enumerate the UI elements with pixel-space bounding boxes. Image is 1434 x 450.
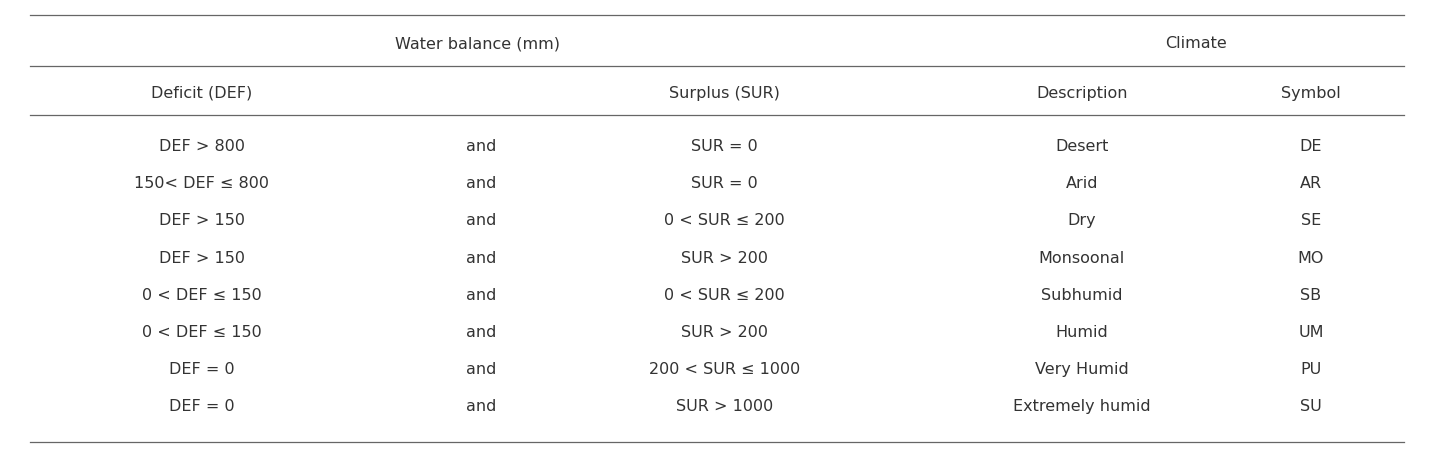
Text: 0 < SUR ≤ 200: 0 < SUR ≤ 200: [664, 213, 784, 229]
Text: Water balance (mm): Water balance (mm): [394, 36, 559, 51]
Text: and: and: [466, 325, 496, 340]
Text: and: and: [466, 213, 496, 229]
Text: SE: SE: [1301, 213, 1321, 229]
Text: DEF > 150: DEF > 150: [159, 251, 245, 266]
Text: and: and: [466, 288, 496, 303]
Text: Monsoonal: Monsoonal: [1038, 251, 1126, 266]
Text: Climate: Climate: [1166, 36, 1228, 51]
Text: Symbol: Symbol: [1281, 86, 1341, 100]
Text: Surplus (SUR): Surplus (SUR): [668, 86, 780, 100]
Text: PU: PU: [1301, 362, 1322, 377]
Text: SUR > 200: SUR > 200: [681, 325, 767, 340]
Text: and: and: [466, 139, 496, 154]
Text: Dry: Dry: [1068, 213, 1096, 229]
Text: Extremely humid: Extremely humid: [1014, 399, 1150, 414]
Text: 0 < DEF ≤ 150: 0 < DEF ≤ 150: [142, 325, 261, 340]
Text: MO: MO: [1298, 251, 1324, 266]
Text: SUR = 0: SUR = 0: [691, 139, 757, 154]
Text: and: and: [466, 362, 496, 377]
Text: DEF > 150: DEF > 150: [159, 213, 245, 229]
Text: Deficit (DEF): Deficit (DEF): [151, 86, 252, 100]
Text: 200 < SUR ≤ 1000: 200 < SUR ≤ 1000: [648, 362, 800, 377]
Text: UM: UM: [1298, 325, 1324, 340]
Text: SUR > 200: SUR > 200: [681, 251, 767, 266]
Text: SUR = 0: SUR = 0: [691, 176, 757, 191]
Text: AR: AR: [1299, 176, 1322, 191]
Text: Description: Description: [1037, 86, 1127, 100]
Text: Desert: Desert: [1055, 139, 1108, 154]
Text: 0 < SUR ≤ 200: 0 < SUR ≤ 200: [664, 288, 784, 303]
Text: SUR > 1000: SUR > 1000: [675, 399, 773, 414]
Text: and: and: [466, 176, 496, 191]
Text: SU: SU: [1301, 399, 1322, 414]
Text: DEF > 800: DEF > 800: [159, 139, 245, 154]
Text: SB: SB: [1301, 288, 1322, 303]
Text: DEF = 0: DEF = 0: [169, 362, 235, 377]
Text: DE: DE: [1299, 139, 1322, 154]
Text: Very Humid: Very Humid: [1035, 362, 1129, 377]
Text: and: and: [466, 399, 496, 414]
Text: Subhumid: Subhumid: [1041, 288, 1123, 303]
Text: Humid: Humid: [1055, 325, 1108, 340]
Text: DEF = 0: DEF = 0: [169, 399, 235, 414]
Text: 0 < DEF ≤ 150: 0 < DEF ≤ 150: [142, 288, 261, 303]
Text: 150< DEF ≤ 800: 150< DEF ≤ 800: [135, 176, 270, 191]
Text: Arid: Arid: [1065, 176, 1098, 191]
Text: and: and: [466, 251, 496, 266]
